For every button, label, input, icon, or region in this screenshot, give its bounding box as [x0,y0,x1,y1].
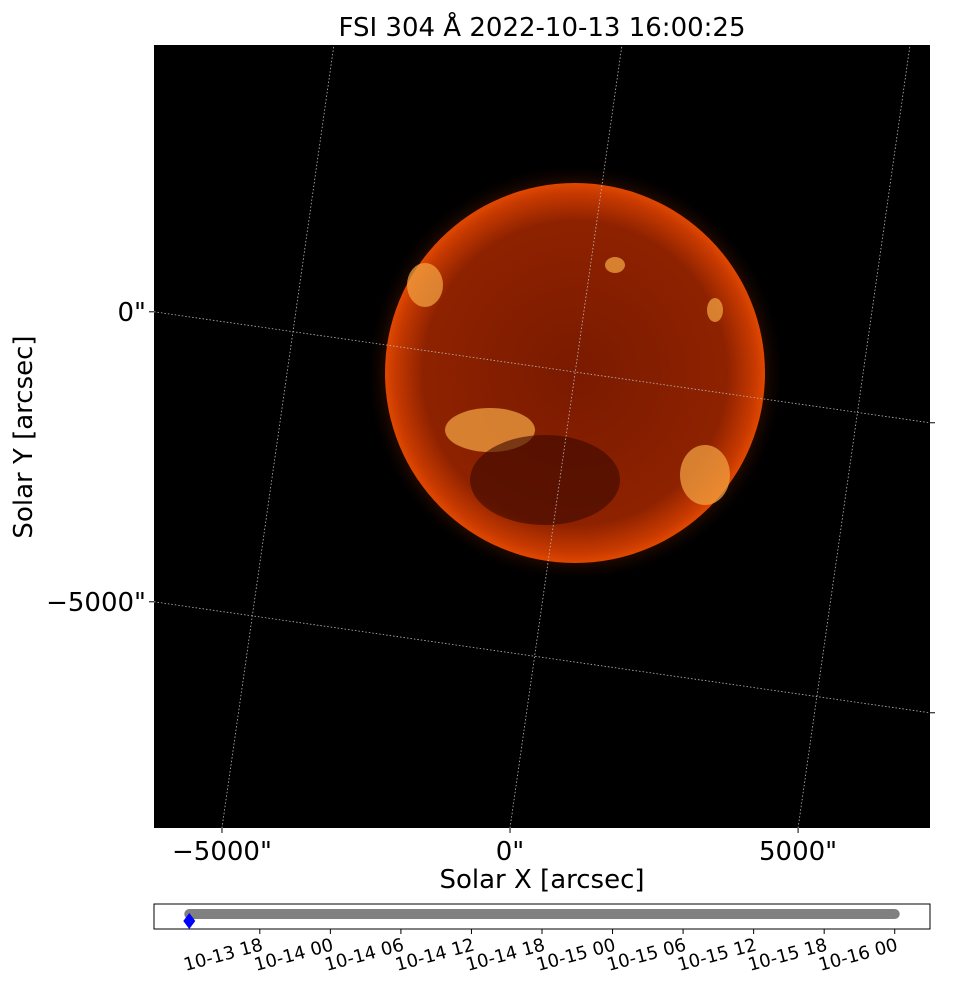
grid-line [154,311,930,424]
x-axis-label: Solar X [arcsec] [439,865,644,895]
x-tick-label: −5000" [172,837,272,867]
grid-line [797,45,911,828]
x-tick-label: 5000" [759,837,837,867]
grid-line [221,45,335,828]
active-regions [407,257,730,505]
x-tick-label: 0" [496,837,525,867]
chart-title: FSI 304 Å 2022-10-13 16:00:25 [338,11,745,43]
time-marker [183,913,196,929]
grid [154,45,930,828]
y-tick-label: −5000" [46,588,146,618]
y-tick-label: 0" [117,298,146,328]
y-axis-label: Solar Y [arcsec] [9,335,39,538]
coronal-hole [470,435,620,525]
grid-line [154,601,930,714]
x-tick-label: 10-16 00 [816,935,900,976]
grid-line [509,45,623,828]
